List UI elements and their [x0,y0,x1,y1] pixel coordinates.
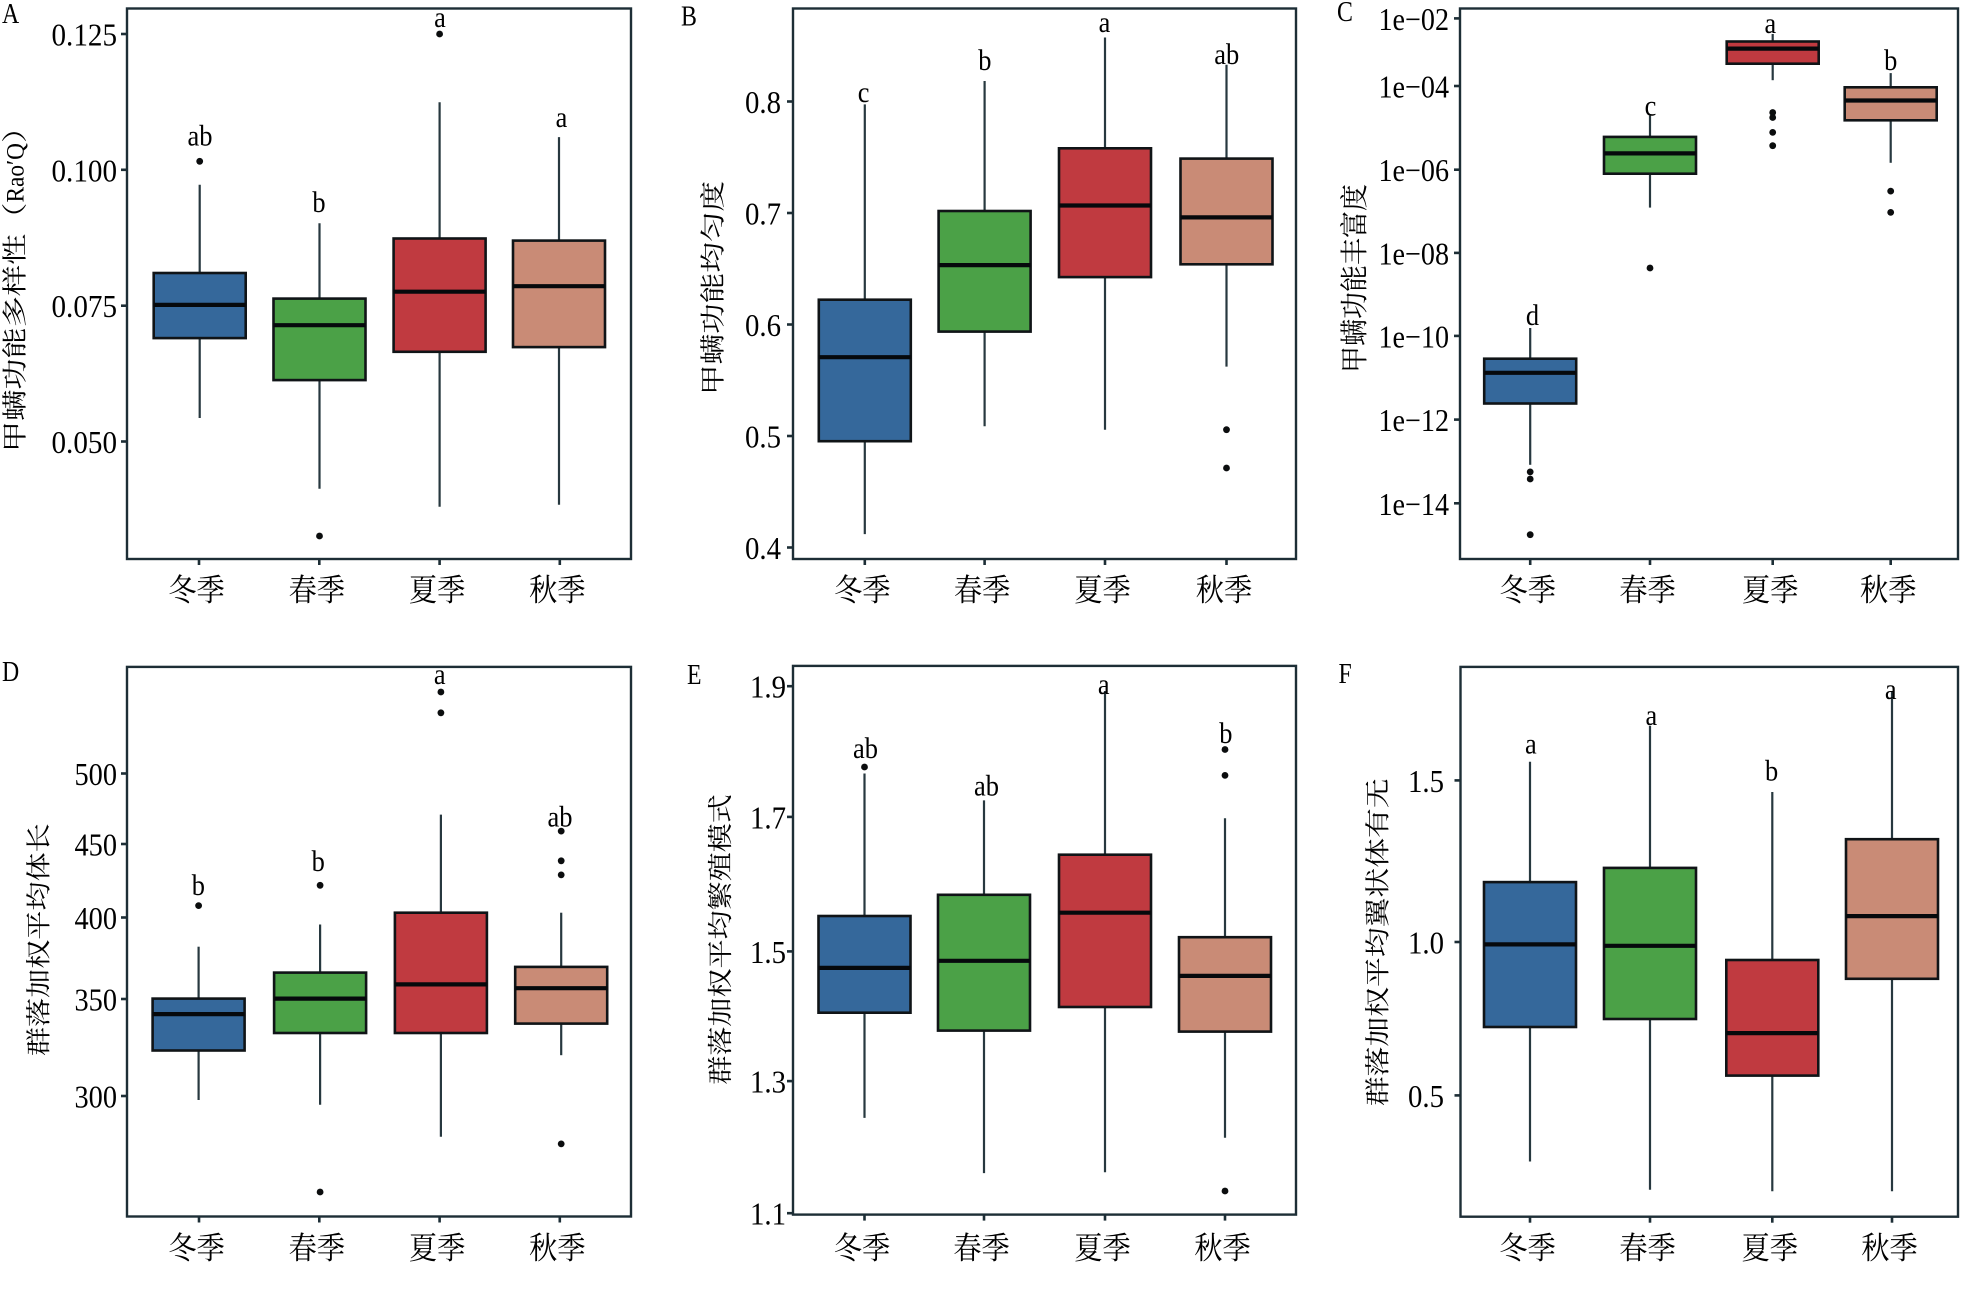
svg-text:1e−08: 1e−08 [1379,235,1450,271]
svg-text:c: c [858,76,870,109]
svg-text:ab: ab [853,732,878,765]
svg-text:0.100: 0.100 [52,152,118,188]
svg-text:450: 450 [75,827,118,863]
svg-text:ab: ab [1214,38,1239,71]
svg-text:1.7: 1.7 [750,799,786,835]
svg-text:0.125: 0.125 [52,17,118,53]
svg-text:a: a [556,101,568,134]
svg-text:1.5: 1.5 [1408,763,1444,799]
svg-text:b: b [1219,717,1232,750]
svg-text:0.6: 0.6 [745,307,781,343]
svg-text:1.3: 1.3 [750,1064,786,1100]
svg-text:0.075: 0.075 [52,288,118,324]
svg-text:D: D [2,657,19,688]
svg-text:b: b [978,44,991,77]
svg-text:1.5: 1.5 [750,934,786,970]
svg-text:a: a [434,1,446,34]
svg-text:0.7: 0.7 [745,196,781,232]
svg-text:400: 400 [75,900,118,936]
svg-text:1.9: 1.9 [750,669,786,705]
svg-text:1e−04: 1e−04 [1379,69,1450,105]
svg-text:1e−10: 1e−10 [1379,318,1450,354]
svg-text:b: b [312,845,325,878]
svg-text:c: c [1645,90,1657,123]
svg-text:b: b [1765,755,1778,788]
svg-text:0.5: 0.5 [745,419,781,455]
svg-text:0.4: 0.4 [745,530,781,566]
svg-text:0.8: 0.8 [745,84,781,120]
svg-text:a: a [1525,727,1537,760]
svg-text:ab: ab [188,120,213,153]
svg-text:1.1: 1.1 [750,1196,786,1232]
svg-text:a: a [1765,7,1777,40]
svg-text:0.5: 0.5 [1408,1078,1444,1114]
svg-text:1e−02: 1e−02 [1379,1,1450,37]
svg-text:Rao′Q: Rao′Q [3,143,30,203]
svg-text:E: E [687,660,702,691]
svg-text:C: C [1337,0,1353,28]
svg-text:A: A [2,0,20,30]
svg-text:b: b [192,869,205,902]
svg-text:a: a [1099,6,1111,39]
svg-text:500: 500 [75,756,118,792]
svg-text:0.050: 0.050 [52,424,118,460]
svg-text:1e−14: 1e−14 [1379,486,1450,522]
svg-text:1e−12: 1e−12 [1379,402,1450,438]
svg-text:1.0: 1.0 [1408,925,1444,961]
svg-text:b: b [1884,44,1897,77]
svg-text:b: b [312,186,325,219]
svg-text:1e−06: 1e−06 [1379,152,1450,188]
svg-text:B: B [681,2,697,33]
svg-text:F: F [1339,659,1352,690]
svg-text:a: a [1098,668,1110,701]
svg-text:300: 300 [75,1079,118,1115]
svg-text:ab: ab [974,770,999,803]
svg-text:d: d [1526,299,1539,332]
svg-text:350: 350 [75,982,118,1018]
svg-text:a: a [434,658,446,691]
svg-text:ab: ab [548,800,573,833]
svg-text:a: a [1645,699,1657,732]
svg-text:a: a [1885,673,1897,706]
